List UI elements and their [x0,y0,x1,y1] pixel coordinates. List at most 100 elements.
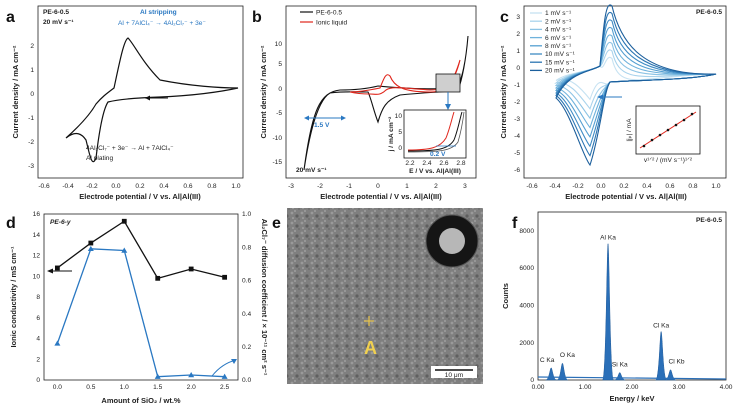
data-point [121,218,127,224]
panel-b-inset: 0.2 V 10 5 0 2.2 2.4 2.6 2.8 E / V vs. A… [388,109,467,175]
panel-f-axes [537,211,727,381]
xtick: -0.6 [38,183,50,190]
xtick: 0.8 [207,183,216,190]
data-point [154,373,161,379]
panel-c-sample: PE-6-0.5 [696,9,722,16]
legend-label-pe: PE-6-0.5 [316,10,342,17]
panel-f-xlabel: Energy / keV [609,394,654,403]
inset-xtick: 2.6 [439,160,448,167]
ytick: 8 [36,294,40,301]
panel-c-letter: c [500,9,509,26]
ytick: 10 [275,41,283,48]
ytick: 1 [516,48,520,55]
data-point [88,240,94,246]
panel-a: a 2 1 0 -1 -2 -3 -0.6 -0.4 -0.2 0.0 0.2 … [6,5,244,201]
panel-b-ylabel: Current density / mA cm⁻² [259,45,268,138]
panel-b: b 10 5 0 -5 -10 -15 -3 -2 -1 0 1 2 3 Ele… [252,5,477,201]
panel-c-xticks: -0.6 -0.4 -0.2 0.0 0.2 0.4 0.6 0.8 1.0 [526,183,721,190]
panel-a-axes [37,5,244,179]
xtick: -2 [317,183,323,190]
inset-ytick: 10 [395,113,403,120]
ytick: 0 [30,91,34,98]
panel-d-letter: d [6,215,16,232]
ytick: 14 [33,232,41,239]
ytick: 12 [33,253,41,260]
spectrum-baseline [537,376,727,380]
legend-label-il: Ionic liquid [316,20,347,27]
xtick: 0.6 [665,183,674,190]
panel-b-xlabel: Electrode potential / V vs. Al|Al(III) [320,192,442,201]
panel-a-xticks: -0.6 -0.4 -0.2 0.0 0.2 0.4 0.6 0.8 1.0 [38,183,241,190]
ytick: 0 [516,65,520,72]
inset-xlabel: v¹ᐟ² / (mV s⁻¹)¹ᐟ² [644,157,693,164]
data-point [221,373,228,379]
xtick: 0.8 [688,183,697,190]
legend-label: 6 mV s⁻¹ [545,35,572,42]
ytick: -3 [28,163,34,170]
panel-d-tag: PE-6-y [50,219,71,226]
xtick: 1.00 [579,384,592,391]
panel-a-strip-eq: Al + 7AlCl₄⁻ → 4Al₂Cl₇⁻ + 3e⁻ [118,20,206,27]
xtick: 4.00 [720,384,733,391]
ytick: 3 [516,14,520,21]
legend-label: 1 mV s⁻¹ [545,10,572,17]
legend-label: 15 mV s⁻¹ [545,59,576,66]
panel-a-plate-eq: 4Al₂Cl₇⁻ + 3e⁻ → Al + 7AlCl₄⁻ [86,145,174,152]
ytick: 6 [36,315,40,322]
panel-d-axes [43,213,239,381]
xtick: -3 [288,183,294,190]
panel-b-zoom-box [435,73,461,93]
xtick: 1.0 [120,384,129,391]
panel-c-yticks: 3 2 1 0 -1 -2 -3 -4 -5 -6 [514,14,520,174]
panel-c-ylabel: Current density / mA cm⁻² [499,45,508,138]
inset-xtick: 2.2 [405,160,414,167]
panel-f-letter: f [512,215,518,232]
xtick: 3 [463,183,467,190]
panel-d-left-arrowhead [47,268,53,274]
ytick: 10 [33,273,41,280]
y2tick: 0.2 [242,344,251,351]
panel-f-peaks [537,243,727,381]
y2tick: 0.6 [242,278,251,285]
ytick: 6000 [519,265,534,272]
y2tick: 1.0 [242,211,251,218]
ytick: 1 [30,67,34,74]
xtick: 0.2 [619,183,628,190]
panel-d-ylabel: Ionic conductivity / mS cm⁻¹ [9,246,18,348]
panel-e: e A 10 μm [272,208,483,384]
marker-label: A [364,338,377,358]
peak-label: O Ka [560,352,575,359]
panel-b-gap-label: 1.5 V [314,122,330,129]
scale-bar-box [431,366,477,378]
data-point [121,247,128,253]
ytick: -1 [514,82,520,89]
xtick: 3.00 [673,384,686,391]
panel-a-scan-arrowhead [145,95,150,101]
xtick: -0.2 [86,183,98,190]
ytick: -4 [514,133,520,140]
y2tick: 0.8 [242,244,251,251]
xtick: -0.6 [526,183,538,190]
electrolyte-disc [439,228,465,254]
data-point [87,245,94,252]
peak-label: C Ka [540,357,555,364]
ytick: -2 [28,139,34,146]
cv-curve [555,4,717,167]
inset-gap-label: 0.2 V [430,151,446,158]
ytick: -6 [514,167,520,174]
ytick: -2 [514,99,520,106]
panel-b-gap-arrowheads [304,115,346,121]
inset-point [674,123,678,127]
panel-d-xlabel: Amount of SiO₂ / wt.% [101,396,180,405]
data-point [54,340,61,346]
panel-d-y2ticks: 1.0 0.8 0.6 0.4 0.2 0.0 [242,211,251,384]
spectrum-peak [545,367,557,381]
xtick: 1.0 [231,183,240,190]
panel-d-xticks: 0.0 0.5 1.0 1.5 2.0 2.5 [53,384,230,391]
ytick: 5 [278,61,282,68]
data-point [155,275,161,281]
spectrum-peak [556,362,569,381]
panel-a-strip-title: Al stripping [140,9,177,16]
panel-f: f 8000 6000 4000 2000 0 0.00 1.00 2.00 3.00 4.00… [501,211,733,403]
